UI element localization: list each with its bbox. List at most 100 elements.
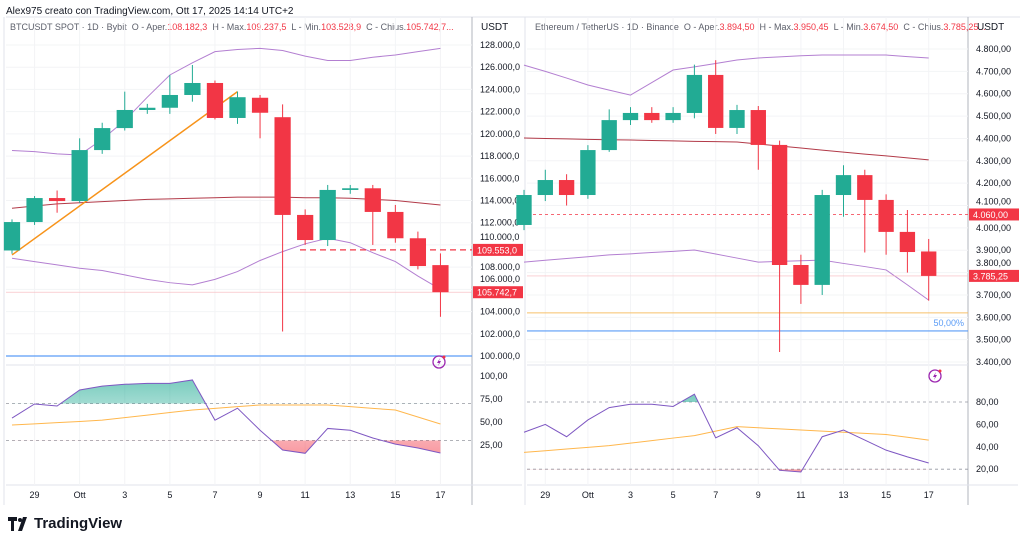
candle-body [558,180,575,196]
price-tick-label: 4.500,00 [976,111,1011,121]
candle-body [729,110,745,128]
brand-name: TradingView [34,515,123,532]
candle-body [387,211,404,239]
candle-body [601,120,617,151]
symbol-label[interactable]: BTCUSDT SPOT · 1D · Bybit [10,22,127,32]
candle-body [686,74,703,113]
close-value: 105.742,7... [406,22,454,32]
price-tick-label: 3.900,00 [976,245,1011,255]
candle-body [516,195,532,225]
lightning-glyph [933,372,937,380]
rsi-tick-label: 80,00 [976,397,999,407]
bollinger-lower [523,249,929,301]
price-tick-label: 110.000,0 [480,232,519,242]
candle-body [580,150,596,196]
candle [793,254,809,304]
dashed-level-badge: 109.553,0 [477,245,517,255]
price-tick-label: 4.300,00 [976,156,1011,166]
eth-legend: Ethereum / TetherUS · 1D · Binance O - A… [535,22,986,32]
candle-body [708,74,724,128]
candle-body [94,128,111,151]
candle [878,194,894,255]
last-price-badge-bg [969,269,1019,282]
price-tick-label: 104.000,0 [480,307,520,317]
date-label: 5 [167,490,172,500]
rsi-tick-label: 40,00 [976,442,999,452]
candle-body [622,112,639,121]
candle [26,196,43,225]
bollinger-basis [523,137,929,161]
candle-body [432,265,449,293]
candle [558,174,575,206]
alert-lightning-icon [928,369,942,383]
candle [686,64,703,119]
last-price-badge: 105.742,7 [477,288,517,298]
candle [432,253,449,317]
date-label: Ott [74,490,87,500]
candle-body [139,107,156,110]
rsi-overbought-fill [12,379,441,404]
candle-body [537,180,553,196]
rsi-tick-label: 20,00 [976,464,999,474]
chart-credit: Alex975 creato con TradingView.com, Ott … [6,6,294,17]
price-tick-label: 3.400,00 [976,357,1011,367]
rsi-line [11,379,441,454]
price-tick-label: 112.000,0 [480,218,519,228]
candle [516,189,532,231]
close-label: C - Chius. [366,22,407,32]
rsi-signal-line [11,404,441,426]
candle-body [409,238,427,267]
candle-body [71,150,88,202]
candle-body [750,110,766,145]
rsi-tick-label: 25,00 [480,440,503,450]
price-tick-label: 128.000,0 [480,40,520,50]
alert-dot [442,355,446,359]
date-label: 11 [796,490,805,500]
candle-body [274,117,291,215]
candle [161,74,178,114]
bollinger-lower [11,237,441,290]
candle [116,91,133,131]
date-label: 29 [540,490,550,500]
price-tick-label: 4.100,00 [976,196,1011,206]
candle-body [835,175,852,196]
candle [644,107,660,123]
candle-body [206,82,224,118]
candle-body [251,97,269,113]
date-label: 11 [300,490,309,500]
low-label: L - Min. [291,22,322,32]
open-value: 3.894,50 [719,22,755,32]
high-value: 109.237,5 [246,22,287,32]
dashed-level-badge-bg [969,208,1019,221]
price-tick-label: 4.200,00 [976,178,1011,188]
candle [48,190,66,213]
symbol-label[interactable]: Ethereum / TetherUS · 1D · Binance [535,22,679,32]
candle-body [116,109,133,129]
candle [537,169,553,202]
rsi-signal-line [523,426,929,453]
candle [899,209,916,273]
dashed-level-badge-bg [473,243,523,256]
price-tick-label: 108.000,0 [480,262,520,272]
candle [835,165,852,217]
rsi-line [523,393,929,473]
low-value: 103.528,9 [321,22,362,32]
panel-btc: 29 Ott 3 5 7 9 11 13 15 17 128.000,0 126.000,0 124.0… [3,17,523,505]
price-tick-label: 122.000,0 [480,107,520,117]
candle [622,107,639,126]
price-tick-label: 3.600,00 [976,312,1011,322]
candle-body [26,198,43,223]
date-label: 7 [212,490,217,500]
candle [274,104,291,332]
alert-lightning-icon [432,355,446,369]
candle [814,189,830,295]
price-tick-label: 3.500,00 [976,335,1011,345]
price-tick-label: 126.000,0 [480,62,520,72]
price-tick-label: 4.000,00 [976,223,1011,233]
candle [94,122,111,154]
date-label: 13 [838,490,848,500]
price-tick-label: 106.000,0 [480,274,520,284]
date-label: 17 [435,490,445,500]
price-tick-label: 3.800,00 [976,258,1011,268]
